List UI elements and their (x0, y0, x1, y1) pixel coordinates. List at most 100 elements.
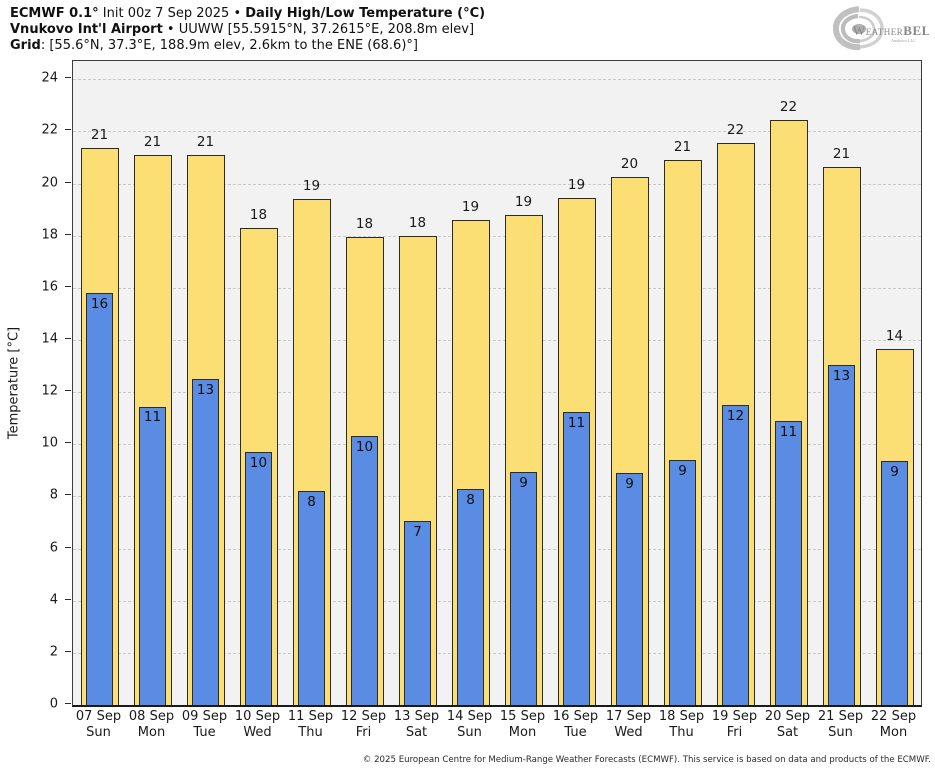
low-temp-value: 16 (90, 296, 109, 313)
y-tick-label: 12 (41, 383, 58, 399)
x-tick-date: 16 Sep (552, 709, 599, 724)
low-temp-bar (775, 420, 802, 705)
x-tick-weekday: Sun (457, 724, 482, 740)
logo-text-bell: BELL (903, 23, 929, 38)
x-tick-label: 15 Sep Mon (496, 709, 549, 740)
gridline (73, 548, 921, 550)
x-tick-weekday: Sun (86, 724, 111, 740)
x-tick-weekday: Mon (508, 724, 537, 740)
gridline (73, 600, 921, 602)
hurricane-swirl-icon (832, 6, 884, 51)
y-tick-mark (65, 546, 71, 548)
y-tick-label: 24 (41, 70, 58, 86)
high-temp-value: 18 (249, 206, 268, 223)
x-tick-weekday: Wed (614, 724, 643, 740)
y-axis-tick-marks (65, 60, 72, 707)
high-temp-value: 21 (143, 133, 162, 150)
high-temp-value: 18 (408, 214, 427, 231)
high-temp-value: 18 (355, 215, 374, 232)
grid-label: Grid (10, 38, 41, 53)
grid-details: : [55.6°N, 37.3°E, 188.9m elev, 2.6km to… (40, 38, 418, 53)
y-tick-label: 10 (41, 435, 58, 451)
y-tick-label: 4 (49, 592, 58, 608)
station-details: • UUWW [55.5915°N, 37.2615°E, 208.8m ele… (162, 22, 475, 37)
x-tick-label: 10 Sep Wed (231, 709, 284, 740)
x-tick-label: 08 Sep Mon (125, 709, 178, 740)
chart-header: ECMWF 0.1° Init 00z 7 Sep 2025 • Daily H… (10, 6, 485, 54)
x-tick-label: 13 Sep Sat (390, 709, 443, 740)
y-tick-mark (65, 77, 71, 79)
title-line-1: ECMWF 0.1° Init 00z 7 Sep 2025 • Daily H… (10, 6, 485, 22)
x-tick-date: 07 Sep (75, 709, 122, 724)
title-line-3: Grid: [55.6°N, 37.3°E, 188.9m elev, 2.6k… (10, 38, 485, 54)
logo-text-weather: Weather (853, 23, 903, 38)
low-temp-bar (457, 488, 484, 705)
high-temp-value: 21 (673, 139, 692, 156)
high-temp-value: 14 (885, 328, 904, 345)
low-temp-value: 11 (779, 423, 798, 440)
title-model: ECMWF 0.1° (10, 6, 99, 21)
x-tick-date: 21 Sep (817, 709, 864, 724)
low-temp-bar (722, 405, 749, 705)
low-temp-value: 8 (307, 494, 316, 511)
x-tick-weekday: Tue (564, 724, 587, 740)
low-temp-value: 13 (196, 382, 215, 399)
y-axis-tick-labels: 0 2 4 6 8 10 12 14 16 18 20 22 24 (0, 60, 58, 712)
x-tick-date: 17 Sep (605, 709, 652, 724)
y-tick-mark (65, 337, 71, 339)
low-temp-bar (510, 471, 537, 705)
x-tick-weekday: Tue (193, 724, 216, 740)
high-temp-value: 20 (620, 156, 639, 173)
low-temp-bar (669, 459, 696, 705)
low-temp-bar (86, 293, 113, 705)
low-temp-bar (192, 379, 219, 705)
x-tick-date: 08 Sep (128, 709, 175, 724)
low-temp-bar (563, 411, 590, 705)
x-tick-weekday: Sat (405, 724, 428, 740)
x-tick-weekday: Mon (137, 724, 166, 740)
low-temp-value: 12 (726, 408, 745, 425)
high-temp-value: 19 (461, 199, 480, 216)
y-tick-mark (65, 650, 71, 652)
y-tick-mark (65, 442, 71, 444)
x-tick-date: 20 Sep (764, 709, 811, 724)
x-tick-label: 19 Sep Fri (708, 709, 761, 740)
gridline (73, 339, 921, 341)
x-tick-label: 17 Sep Wed (602, 709, 655, 740)
low-temp-value: 9 (890, 464, 899, 481)
high-temp-value: 22 (779, 98, 798, 115)
low-temp-bar (298, 491, 325, 705)
y-tick-label: 2 (49, 644, 58, 660)
x-tick-label: 18 Sep Thu (655, 709, 708, 740)
low-temp-bar (351, 436, 378, 705)
svg-text:WeatherBELL: WeatherBELL (853, 23, 929, 38)
low-temp-value: 13 (832, 367, 851, 384)
y-tick-label: 14 (41, 331, 58, 347)
high-temp-value: 19 (302, 178, 321, 195)
x-tick-label: 09 Sep Tue (178, 709, 231, 740)
high-temp-value: 21 (90, 127, 109, 144)
x-axis-labels: 07 Sep Sun 08 Sep Mon 09 Sep Tue 10 Sep Wed 11 S… (72, 709, 922, 743)
low-temp-bar (881, 461, 908, 705)
x-tick-label: 21 Sep Sun (814, 709, 867, 740)
x-tick-date: 19 Sep (711, 709, 758, 724)
gridline (73, 79, 921, 81)
gridline (73, 287, 921, 289)
gridline (73, 392, 921, 394)
y-tick-mark (65, 181, 71, 183)
x-tick-date: 13 Sep (393, 709, 440, 724)
low-temp-bar (616, 473, 643, 705)
plot-area: 21 16 21 11 21 13 18 10 19 8 18 10 18 7 19 8 19 9 19 11 20 9 2… (73, 61, 921, 705)
x-tick-weekday: Thu (669, 724, 694, 740)
low-temp-value: 9 (519, 474, 528, 491)
x-tick-weekday: Fri (355, 724, 372, 740)
low-temp-value: 10 (355, 439, 374, 456)
y-tick-mark (65, 494, 71, 496)
y-tick-label: 16 (41, 279, 58, 295)
y-tick-mark (65, 233, 71, 235)
gridline (73, 183, 921, 185)
y-tick-label: 6 (49, 540, 58, 556)
station-name: Vnukovo Int'l Airport (10, 22, 163, 37)
low-temp-value: 7 (413, 524, 422, 541)
